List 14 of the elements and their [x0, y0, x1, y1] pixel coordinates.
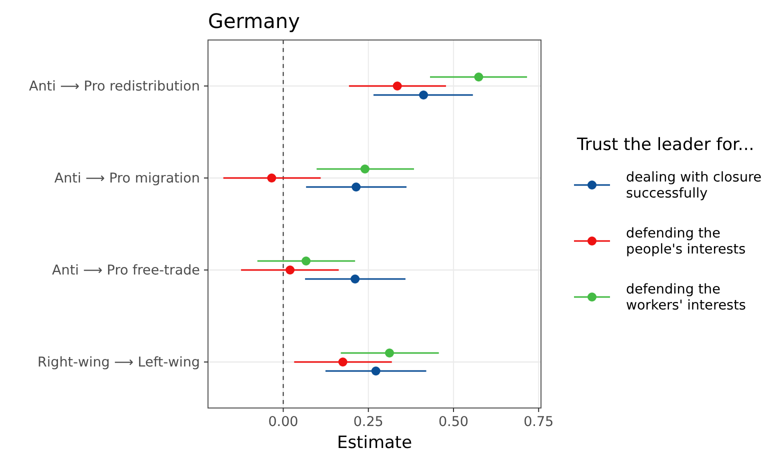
x-tick-label: 0.00	[268, 414, 298, 430]
y-tick-label: Right-wing ⟶ Left-wing	[38, 354, 200, 371]
legend-label: dealing with closure successfully	[626, 170, 762, 202]
x-tick-label: 0.25	[353, 414, 384, 430]
x-tick-label: 0.75	[524, 414, 554, 430]
legend-label: defending the people's interests	[626, 226, 746, 258]
y-tick-label: Anti ⟶ Pro redistribution	[29, 78, 200, 95]
y-tick-label: Anti ⟶ Pro migration	[54, 170, 200, 187]
x-tick-label: 0.50	[438, 414, 469, 430]
legend-label: defending the workers' interests	[626, 282, 746, 314]
chart-title: Germany	[208, 9, 300, 33]
x-axis-title: Estimate	[336, 433, 412, 453]
y-tick-label: Anti ⟶ Pro free-trade	[52, 262, 200, 279]
legend-title: Trust the leader for...	[576, 135, 754, 155]
